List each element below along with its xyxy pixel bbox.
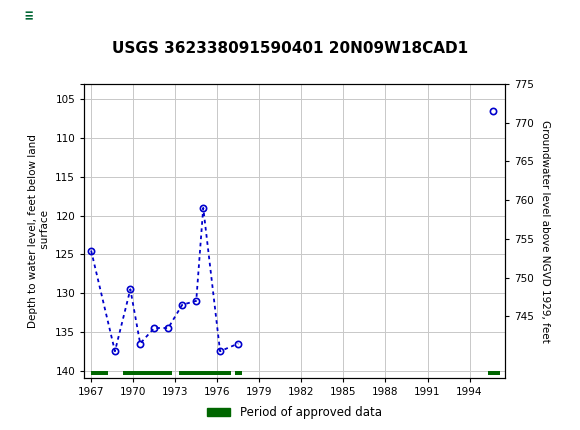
Text: USGS 362338091590401 20N09W18CAD1: USGS 362338091590401 20N09W18CAD1 [112,41,468,56]
Y-axis label: Groundwater level above NGVD 1929, feet: Groundwater level above NGVD 1929, feet [541,120,550,343]
Bar [179,371,231,375]
Bar [124,371,172,375]
Bar [235,371,242,375]
FancyBboxPatch shape [6,3,52,29]
Text: ≡: ≡ [25,9,33,23]
Bar [91,371,108,375]
Text: USGS: USGS [64,9,111,24]
Legend: Period of approved data: Period of approved data [202,402,387,424]
Y-axis label: Depth to water level, feet below land
 surface: Depth to water level, feet below land su… [28,134,50,328]
Bar [488,371,501,375]
